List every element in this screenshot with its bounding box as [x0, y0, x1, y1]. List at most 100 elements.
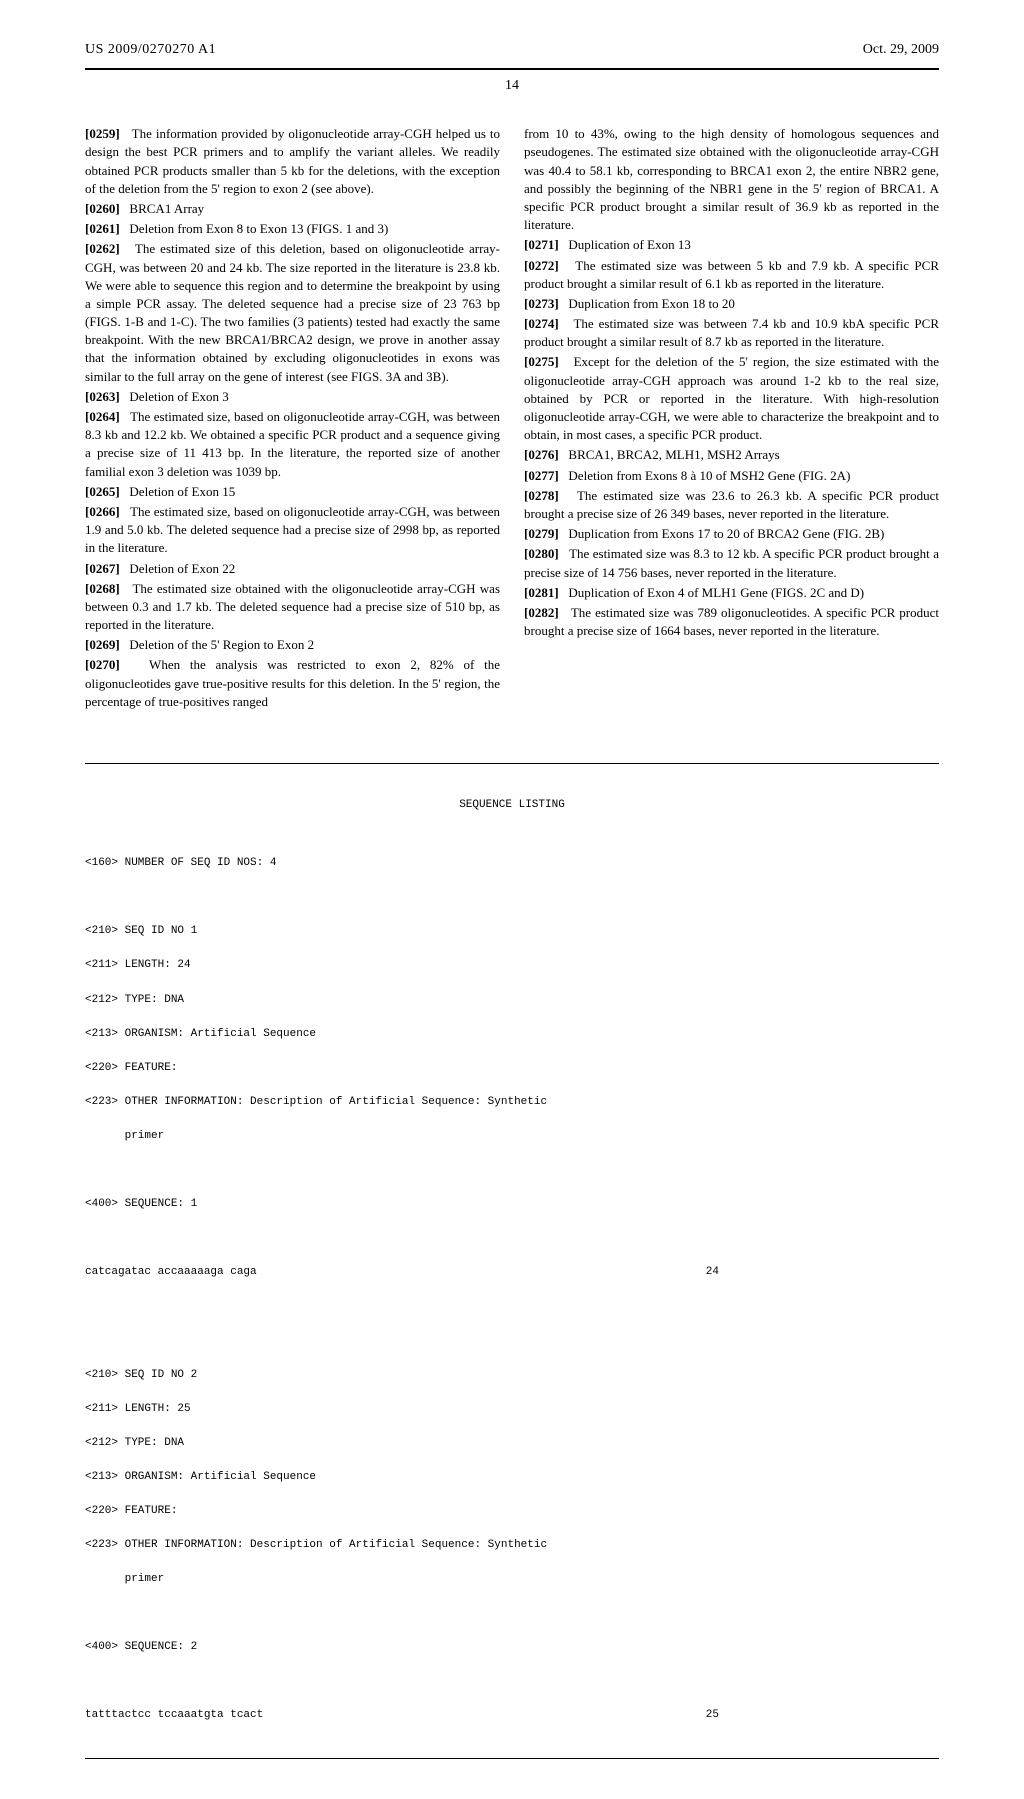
para-text: Deletion of Exon 22 [129, 561, 235, 576]
para-number: [0262] [85, 241, 120, 256]
para-text: Except for the deletion of the 5' region… [524, 354, 939, 442]
paragraph: [0278] The estimated size was 23.6 to 26… [524, 487, 939, 523]
seq2-bases: tatttactcc tccaaatgta tcact [85, 1707, 263, 1724]
paragraph: [0259] The information provided by oligo… [85, 125, 500, 198]
sequence-listing: SEQUENCE LISTING <160> NUMBER OF SEQ ID … [85, 763, 939, 1759]
para-number: [0259] [85, 126, 120, 141]
seq-blank [85, 1230, 939, 1247]
sequence-title: SEQUENCE LISTING [85, 797, 939, 814]
seq1-sequence: catcagatac accaaaaaga caga 24 [85, 1264, 939, 1281]
para-text: Deletion from Exons 8 à 10 of MSH2 Gene … [568, 468, 850, 483]
paragraph: [0260] BRCA1 Array [85, 200, 500, 218]
para-text: The estimated size was between 5 kb and … [524, 258, 939, 291]
seq1-l2: <211> LENGTH: 24 [85, 957, 939, 974]
seq2-l7: primer [85, 1571, 939, 1588]
paragraph: [0263] Deletion of Exon 3 [85, 388, 500, 406]
para-number: [0260] [85, 201, 120, 216]
para-text: Deletion of Exon 3 [129, 389, 228, 404]
para-number: [0272] [524, 258, 559, 273]
paragraph: [0273] Duplication from Exon 18 to 20 [524, 295, 939, 313]
para-number: [0276] [524, 447, 559, 462]
paragraph: [0277] Deletion from Exons 8 à 10 of MSH… [524, 467, 939, 485]
para-number: [0269] [85, 637, 120, 652]
para-number: [0275] [524, 354, 559, 369]
left-column: [0259] The information provided by oligo… [85, 125, 500, 713]
paragraph: [0276] BRCA1, BRCA2, MLH1, MSH2 Arrays [524, 446, 939, 464]
seq-blank [85, 1332, 939, 1349]
seq1-l1: <210> SEQ ID NO 1 [85, 923, 939, 940]
seq2-l8: <400> SEQUENCE: 2 [85, 1639, 939, 1656]
para-number: [0268] [85, 581, 120, 596]
para-text: BRCA1 Array [129, 201, 204, 216]
header-rule [85, 68, 939, 70]
para-text: Deletion from Exon 8 to Exon 13 (FIGS. 1… [129, 221, 388, 236]
paragraph-cont: from 10 to 43%, owing to the high densit… [524, 125, 939, 234]
paragraph: [0266] The estimated size, based on olig… [85, 503, 500, 558]
seq1-bases: catcagatac accaaaaaga caga [85, 1264, 257, 1281]
para-text: The estimated size was between 7.4 kb an… [524, 316, 939, 349]
paragraph: [0269] Deletion of the 5' Region to Exon… [85, 636, 500, 654]
seq2-l6: <223> OTHER INFORMATION: Description of … [85, 1537, 939, 1554]
seq1-l6: <223> OTHER INFORMATION: Description of … [85, 1094, 939, 1111]
paragraph: [0274] The estimated size was between 7.… [524, 315, 939, 351]
para-text: Duplication of Exon 4 of MLH1 Gene (FIGS… [568, 585, 864, 600]
para-number: [0278] [524, 488, 559, 503]
paragraph: [0281] Duplication of Exon 4 of MLH1 Gen… [524, 584, 939, 602]
para-number: [0277] [524, 468, 559, 483]
seq1-l5: <220> FEATURE: [85, 1060, 939, 1077]
right-column: from 10 to 43%, owing to the high densit… [524, 125, 939, 713]
seq1-l7: primer [85, 1128, 939, 1145]
patent-number: US 2009/0270270 A1 [85, 40, 216, 60]
seq-blank [85, 1605, 939, 1622]
para-text: Duplication from Exons 17 to 20 of BRCA2… [568, 526, 884, 541]
para-number: [0263] [85, 389, 120, 404]
para-text: Deletion of the 5' Region to Exon 2 [129, 637, 314, 652]
paragraph: [0262] The estimated size of this deleti… [85, 240, 500, 386]
para-number: [0281] [524, 585, 559, 600]
seq2-l3: <212> TYPE: DNA [85, 1435, 939, 1452]
seq-blank [85, 889, 939, 906]
seq2-sequence: tatttactcc tccaaatgta tcact 25 [85, 1707, 939, 1724]
seq2-length: 25 [706, 1707, 939, 1724]
para-text: The estimated size was 8.3 to 12 kb. A s… [524, 546, 939, 579]
paragraph: [0272] The estimated size was between 5 … [524, 257, 939, 293]
para-text: Deletion of Exon 15 [129, 484, 235, 499]
seq1-l3: <212> TYPE: DNA [85, 992, 939, 1009]
seq1-length: 24 [706, 1264, 939, 1281]
para-number: [0271] [524, 237, 559, 252]
para-text: The estimated size of this deletion, bas… [85, 241, 500, 383]
seq1-l4: <213> ORGANISM: Artificial Sequence [85, 1026, 939, 1043]
para-number: [0264] [85, 409, 120, 424]
paragraph: [0282] The estimated size was 789 oligon… [524, 604, 939, 640]
paragraph: [0271] Duplication of Exon 13 [524, 236, 939, 254]
seq2-l4: <213> ORGANISM: Artificial Sequence [85, 1469, 939, 1486]
para-number: [0280] [524, 546, 559, 561]
para-number: [0267] [85, 561, 120, 576]
para-text: The information provided by oligonucleot… [85, 126, 500, 196]
paragraph: [0267] Deletion of Exon 22 [85, 560, 500, 578]
para-text: The estimated size, based on oligonucleo… [85, 409, 500, 479]
page-number: 14 [85, 76, 939, 96]
para-number: [0265] [85, 484, 120, 499]
seq-blank [85, 1673, 939, 1690]
publication-date: Oct. 29, 2009 [863, 40, 939, 60]
para-text: BRCA1, BRCA2, MLH1, MSH2 Arrays [568, 447, 779, 462]
para-text: The estimated size was 789 oligonucleoti… [524, 605, 939, 638]
para-number: [0270] [85, 657, 120, 672]
para-number: [0261] [85, 221, 120, 236]
paragraph: [0279] Duplication from Exons 17 to 20 o… [524, 525, 939, 543]
paragraph: [0275] Except for the deletion of the 5'… [524, 353, 939, 444]
page-header: US 2009/0270270 A1 Oct. 29, 2009 [85, 40, 939, 60]
para-number: [0274] [524, 316, 559, 331]
para-number: [0266] [85, 504, 120, 519]
para-text: Duplication from Exon 18 to 20 [568, 296, 734, 311]
seq-blank [85, 1298, 939, 1315]
paragraph: [0270] When the analysis was restricted … [85, 656, 500, 711]
para-text: Duplication of Exon 13 [568, 237, 690, 252]
para-text: The estimated size was 23.6 to 26.3 kb. … [524, 488, 939, 521]
para-text: When the analysis was restricted to exon… [85, 657, 500, 708]
seq-count: <160> NUMBER OF SEQ ID NOS: 4 [85, 855, 939, 872]
para-text: The estimated size, based on oligonucleo… [85, 504, 500, 555]
paragraph: [0265] Deletion of Exon 15 [85, 483, 500, 501]
seq-blank [85, 1162, 939, 1179]
